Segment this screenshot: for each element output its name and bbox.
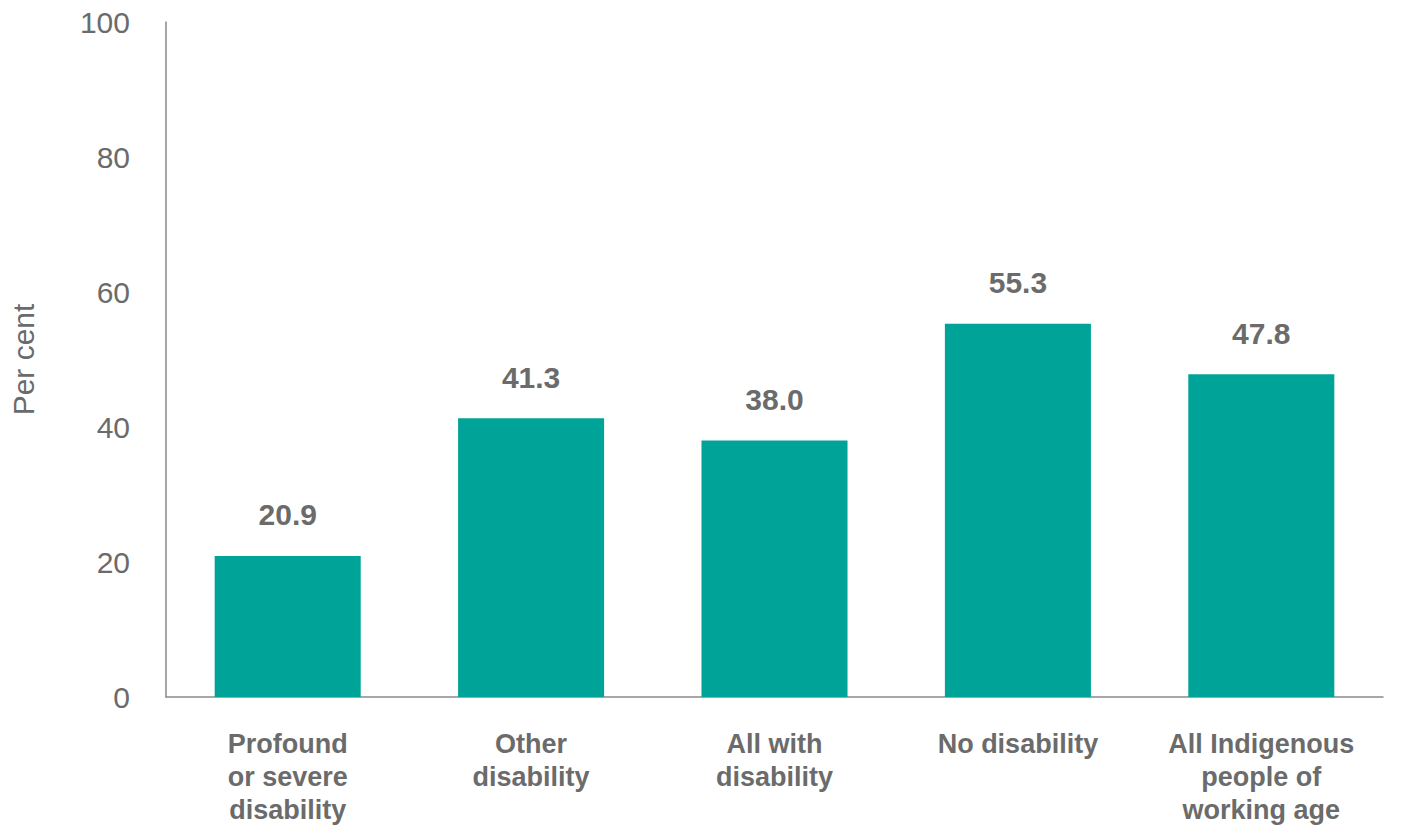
svg-text:working age: working age — [1182, 795, 1341, 825]
svg-text:60: 60 — [97, 276, 130, 309]
svg-text:disability: disability — [473, 762, 590, 792]
svg-text:No disability: No disability — [938, 729, 1099, 759]
svg-text:20: 20 — [97, 546, 130, 579]
svg-text:80: 80 — [97, 141, 130, 174]
svg-text:disability: disability — [716, 762, 833, 792]
svg-text:All Indigenous: All Indigenous — [1168, 729, 1354, 759]
svg-text:100: 100 — [80, 6, 130, 39]
svg-text:47.8: 47.8 — [1232, 317, 1290, 350]
svg-text:people of: people of — [1201, 762, 1322, 792]
svg-text:41.3: 41.3 — [502, 361, 560, 394]
svg-text:55.3: 55.3 — [989, 266, 1047, 299]
svg-text:Other: Other — [495, 729, 568, 759]
svg-text:38.0: 38.0 — [745, 383, 803, 416]
svg-text:All with: All with — [727, 729, 823, 759]
svg-text:disability: disability — [229, 795, 346, 825]
svg-text:20.9: 20.9 — [259, 498, 317, 531]
svg-text:Per cent: Per cent — [7, 303, 40, 415]
svg-text:40: 40 — [97, 411, 130, 444]
svg-text:0: 0 — [113, 681, 130, 714]
svg-text:or severe: or severe — [228, 762, 348, 792]
svg-text:Profound: Profound — [228, 729, 348, 759]
